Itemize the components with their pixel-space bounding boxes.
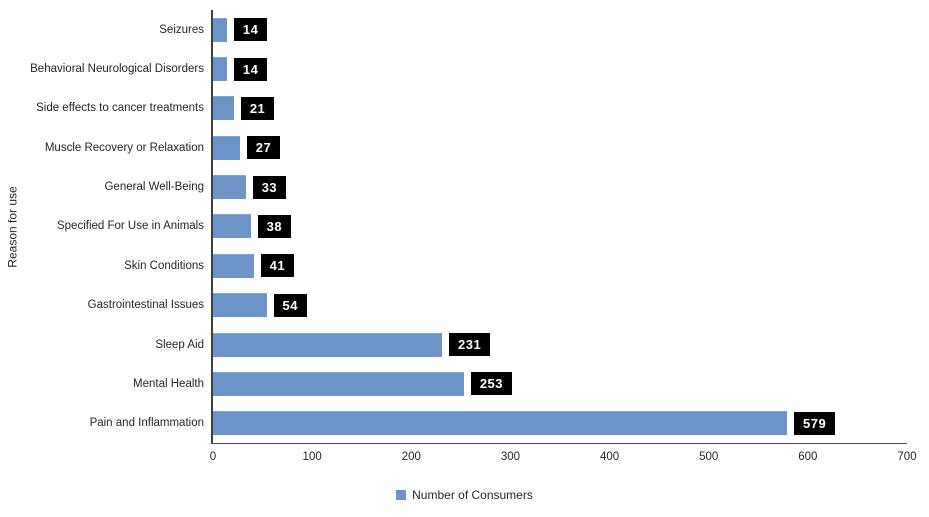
chart-row: Sleep Aid 231: [155, 325, 907, 364]
category-label: Gastrointestinal Issues: [87, 299, 204, 312]
x-tick-label: 500: [699, 451, 719, 463]
category-label: Specified For Use in Animals: [56, 220, 204, 233]
value-label: 41: [260, 254, 295, 278]
value-label: 253: [470, 372, 513, 396]
chart-row: Side effects to cancer treatments 21: [36, 89, 907, 128]
category-label: Pain and Inflammation: [89, 417, 204, 430]
chart-row: Mental Health 253: [133, 364, 907, 403]
value-label: 27: [246, 136, 281, 160]
x-tick-label: 400: [599, 451, 620, 463]
bar-rows: Seizures 14 Behavioral Neurological Disord…: [30, 10, 907, 443]
value-label: 38: [257, 214, 292, 238]
chart-row: Muscle Recovery or Relaxation 27: [45, 128, 907, 167]
value-label: 14: [233, 18, 268, 42]
chart-row: Pain and Inflammation 579: [90, 404, 907, 443]
x-tick-label: 700: [897, 451, 917, 463]
bar: [213, 214, 251, 239]
bar: [213, 135, 240, 160]
x-tick-label: 600: [798, 451, 818, 463]
chart-row: Behavioral Neurological Disorders 14: [30, 49, 907, 88]
category-label: General Well-Being: [104, 181, 204, 194]
x-tick-label: 200: [401, 451, 421, 463]
category-label: Mental Health: [133, 377, 204, 390]
value-label: 579: [794, 411, 836, 435]
chart-row: Skin Conditions 41: [124, 246, 907, 285]
category-label: Side effects to cancer treatments: [36, 102, 204, 115]
value-label: 14: [233, 57, 268, 81]
value-label: 33: [252, 175, 287, 199]
bar: [213, 253, 254, 278]
bar: [213, 332, 443, 357]
legend: Number of Consumers: [0, 488, 929, 502]
value-label: 231: [449, 333, 491, 357]
category-label: Seizures: [159, 23, 204, 36]
x-tick-label: 0: [209, 451, 217, 463]
legend-label: Number of Consumers: [412, 488, 533, 502]
legend-swatch-icon: [396, 490, 407, 500]
chart-row: General Well-Being 33: [104, 167, 907, 206]
category-label: Behavioral Neurological Disorders: [30, 63, 204, 76]
bar: [213, 17, 227, 42]
chart-row: Gastrointestinal Issues 54: [88, 286, 907, 325]
x-axis-ticks: 0 100 200 300 400 500 600 700: [209, 443, 917, 463]
chart-row: Specified For Use in Animals 38: [57, 207, 907, 246]
category-label: Skin Conditions: [124, 259, 204, 272]
category-label: Sleep Aid: [155, 338, 204, 351]
x-tick-label: 300: [500, 451, 521, 463]
bar: [213, 96, 234, 121]
plot-area: Seizures 14 Behavioral Neurological Disord…: [30, 10, 917, 463]
x-tick-label: 100: [302, 451, 322, 463]
bar: [213, 293, 267, 318]
bar: [213, 371, 464, 396]
value-label: 54: [273, 293, 307, 317]
bar: [213, 175, 246, 200]
category-label: Muscle Recovery or Relaxation: [44, 141, 204, 154]
bar: [213, 57, 227, 82]
value-label: 21: [240, 96, 275, 120]
bar: [213, 411, 788, 436]
chart-row: Seizures 14: [159, 10, 907, 49]
